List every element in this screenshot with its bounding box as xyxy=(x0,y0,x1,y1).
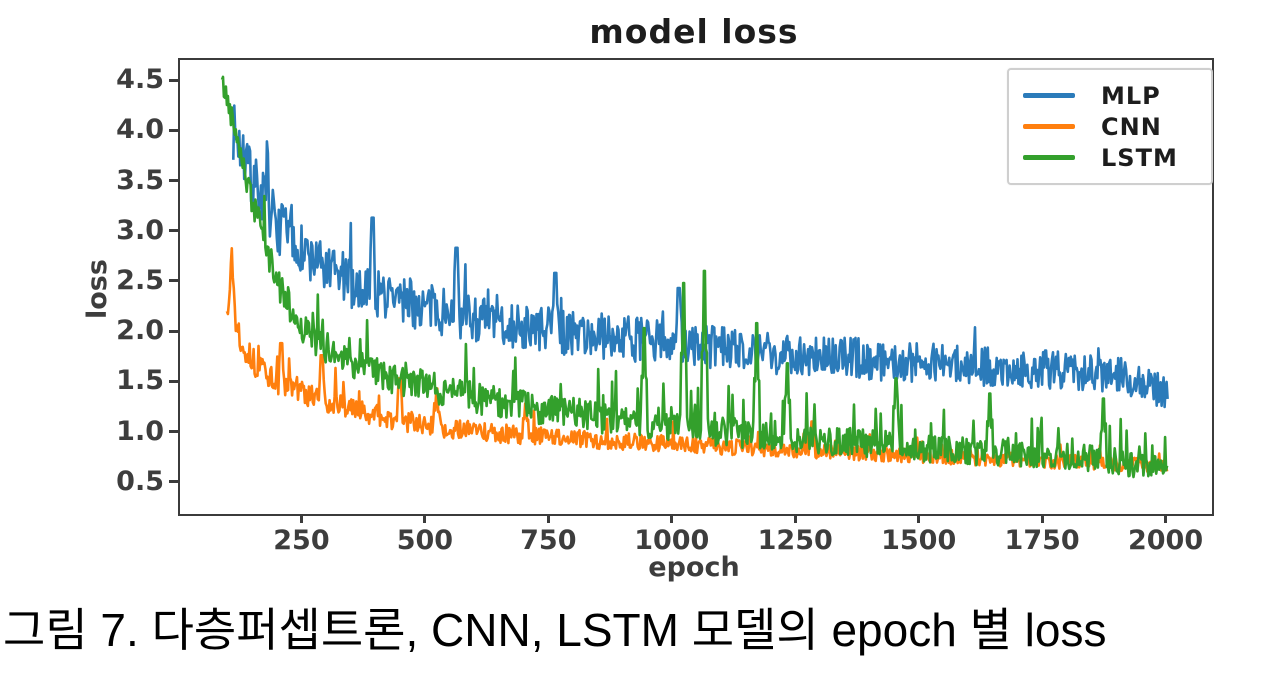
y-tick-label: 4.5 xyxy=(116,64,164,96)
legend-label-cnn: CNN xyxy=(1101,112,1162,141)
y-tick-label: 0.5 xyxy=(116,465,164,497)
figure-caption: 그림 7. 다층퍼셉트론, CNN, LSTM 모델의 epoch 별 loss xyxy=(3,604,1107,656)
y-tick-mark xyxy=(169,329,178,333)
legend-line-mlp xyxy=(1023,93,1075,98)
loss-curves-svg xyxy=(220,75,1169,479)
legend-item-lstm: LSTM xyxy=(1023,142,1199,173)
x-tick-mark xyxy=(1040,514,1044,523)
y-tick-label: 3.0 xyxy=(116,214,164,246)
x-tick-label: 1750 xyxy=(1004,525,1080,556)
x-tick-mark xyxy=(546,514,550,523)
y-tick-mark xyxy=(169,279,178,283)
y-tick-label: 3.5 xyxy=(116,164,164,196)
legend-label-mlp: MLP xyxy=(1101,81,1161,110)
legend-line-cnn xyxy=(1023,124,1075,129)
x-tick-mark xyxy=(299,514,303,523)
plot-area: MLP CNN LSTM xyxy=(178,58,1214,516)
chart-title: model loss xyxy=(589,12,799,51)
y-tick-label: 1.0 xyxy=(116,415,164,447)
y-tick-mark xyxy=(169,480,178,484)
x-tick-mark xyxy=(423,514,427,523)
x-tick-mark xyxy=(1164,514,1168,523)
x-tick-mark xyxy=(917,514,921,523)
x-tick-label: 2000 xyxy=(1127,525,1204,556)
legend-item-cnn: CNN xyxy=(1023,111,1199,142)
y-tick-label: 1.5 xyxy=(116,365,164,397)
legend: MLP CNN LSTM xyxy=(1007,68,1213,185)
x-tick-label: 500 xyxy=(396,525,454,556)
y-tick-mark xyxy=(169,128,178,132)
x-tick-mark xyxy=(793,514,797,523)
y-tick-label: 2.0 xyxy=(116,315,164,347)
x-tick-mark xyxy=(670,514,674,523)
y-tick-label: 2.5 xyxy=(116,264,164,296)
legend-label-lstm: LSTM xyxy=(1101,143,1178,172)
y-tick-mark xyxy=(169,78,178,82)
x-tick-label: 1250 xyxy=(757,525,833,556)
legend-line-lstm xyxy=(1023,155,1075,160)
series-line-lstm xyxy=(220,75,1169,479)
x-tick-label: 1500 xyxy=(881,525,957,556)
x-axis-label: epoch xyxy=(648,552,740,583)
y-tick-mark xyxy=(169,379,178,383)
x-tick-label: 250 xyxy=(273,525,330,556)
legend-item-mlp: MLP xyxy=(1023,80,1199,111)
y-tick-mark xyxy=(169,430,178,434)
y-tick-mark xyxy=(169,229,178,233)
x-tick-label: 1000 xyxy=(634,525,710,556)
y-tick-mark xyxy=(169,179,178,183)
x-tick-label: 750 xyxy=(520,525,577,556)
y-tick-label: 4.0 xyxy=(116,114,164,146)
series-line-mlp xyxy=(232,104,1169,409)
